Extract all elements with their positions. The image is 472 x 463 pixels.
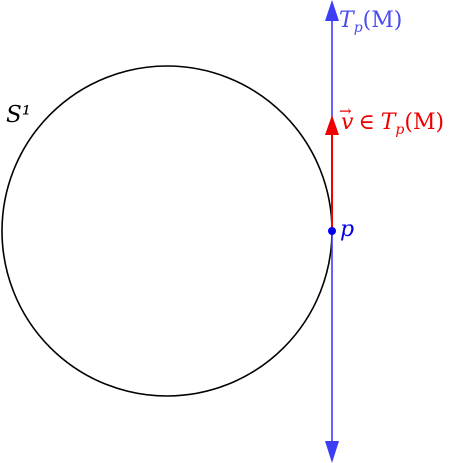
tangent-line-bottom-arrowhead (325, 441, 339, 463)
vector-label-relation: ∈ (358, 110, 374, 135)
tangent-space-label-tail: (M) (363, 8, 403, 33)
tangent-space-label-sub: p (354, 20, 363, 36)
vector-label-sub: p (395, 122, 404, 138)
vector-label: v ∈ Tp(M) (341, 110, 444, 138)
vector-label-tail: (M) (404, 110, 444, 135)
tangent-vector-arrowhead (325, 115, 339, 135)
vector-label-name: v (341, 110, 354, 135)
unit-circle (1, 65, 333, 397)
vector-arrow-accent: → (339, 102, 352, 120)
circle-label: S¹ (6, 102, 31, 128)
point-label: p (340, 217, 354, 242)
tangent-space-label: Tp(M) (339, 8, 402, 36)
tangent-space-label-main: T (339, 8, 356, 33)
vector-label-space: T (381, 110, 398, 135)
point-p-dot (328, 227, 336, 235)
tangent-line-top-arrowhead (325, 0, 339, 21)
